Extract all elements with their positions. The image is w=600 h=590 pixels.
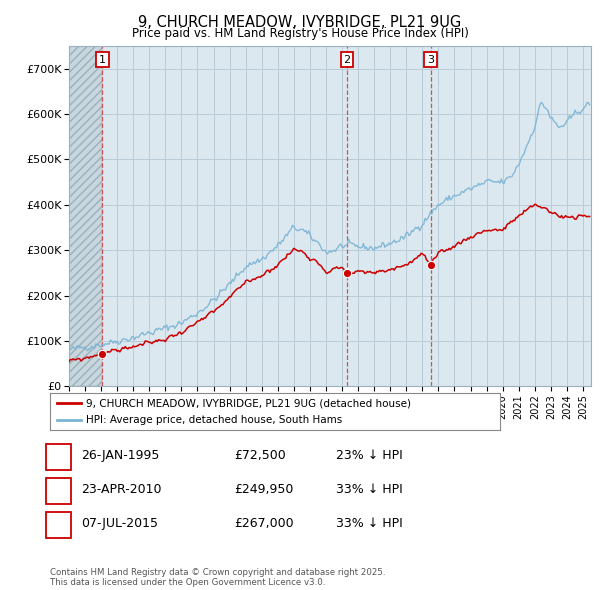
Bar (69, 46, 102, 386)
Text: 2: 2 (343, 54, 350, 64)
Text: £72,500: £72,500 (234, 449, 286, 462)
Text: 2: 2 (54, 483, 62, 496)
Text: 9, CHURCH MEADOW, IVYBRIDGE, PL21 9UG: 9, CHURCH MEADOW, IVYBRIDGE, PL21 9UG (139, 15, 461, 30)
Text: 33% ↓ HPI: 33% ↓ HPI (336, 483, 403, 496)
Text: 1: 1 (54, 449, 62, 462)
Text: £249,950: £249,950 (234, 483, 293, 496)
Text: 26-JAN-1995: 26-JAN-1995 (81, 449, 160, 462)
Text: 3: 3 (427, 54, 434, 64)
Text: £267,000: £267,000 (234, 517, 293, 530)
Text: 9, CHURCH MEADOW, IVYBRIDGE, PL21 9UG (detached house): 9, CHURCH MEADOW, IVYBRIDGE, PL21 9UG (d… (86, 398, 411, 408)
Text: 23% ↓ HPI: 23% ↓ HPI (336, 449, 403, 462)
Text: 23-APR-2010: 23-APR-2010 (81, 483, 161, 496)
Text: HPI: Average price, detached house, South Hams: HPI: Average price, detached house, Sout… (86, 415, 342, 425)
Text: 07-JUL-2015: 07-JUL-2015 (81, 517, 158, 530)
Text: 3: 3 (54, 517, 62, 530)
Text: 1: 1 (99, 54, 106, 64)
Text: Price paid vs. HM Land Registry's House Price Index (HPI): Price paid vs. HM Land Registry's House … (131, 27, 469, 40)
Text: Contains HM Land Registry data © Crown copyright and database right 2025.
This d: Contains HM Land Registry data © Crown c… (50, 568, 385, 587)
Text: 33% ↓ HPI: 33% ↓ HPI (336, 517, 403, 530)
